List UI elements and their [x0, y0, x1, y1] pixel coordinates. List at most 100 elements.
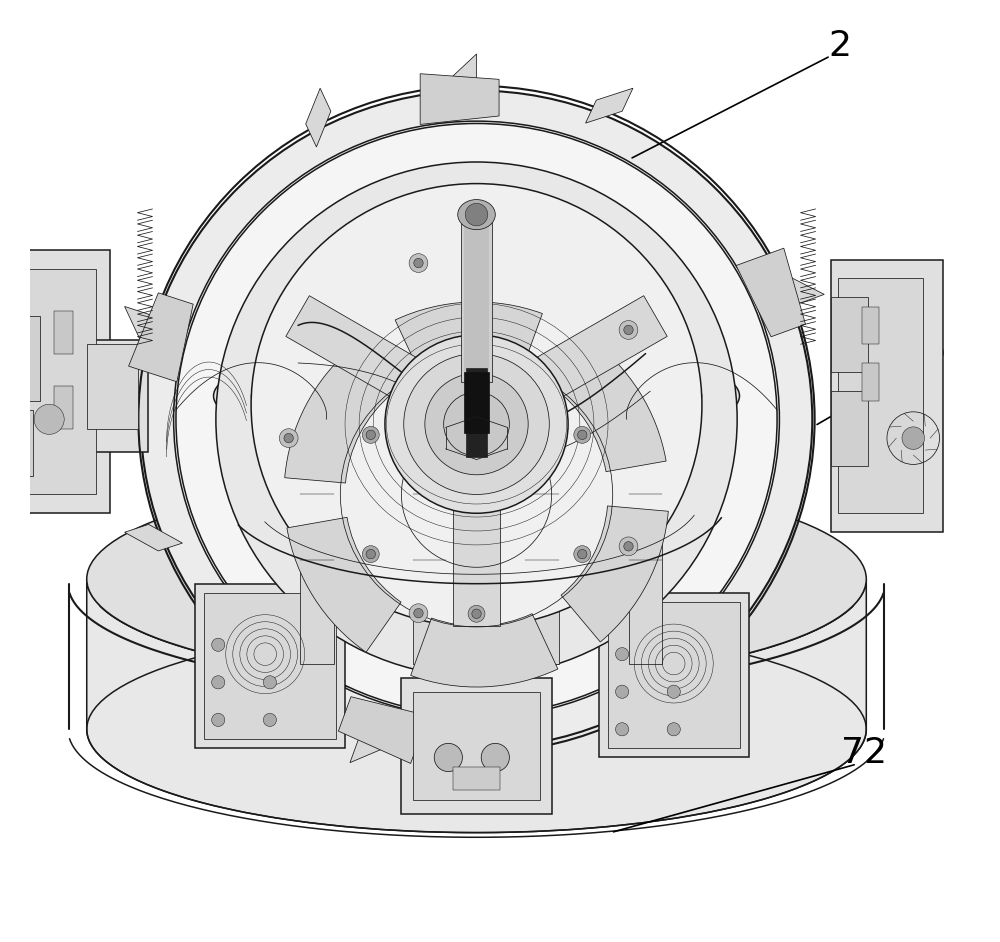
- Bar: [608, 603, 740, 748]
- Circle shape: [624, 542, 633, 551]
- Bar: [629, 495, 662, 663]
- Ellipse shape: [87, 476, 866, 682]
- Circle shape: [414, 609, 423, 618]
- Ellipse shape: [425, 373, 528, 475]
- Circle shape: [472, 370, 481, 380]
- Polygon shape: [350, 723, 394, 763]
- Circle shape: [284, 433, 293, 443]
- Bar: [0, 410, 33, 476]
- Bar: [54, 386, 73, 429]
- Circle shape: [468, 606, 485, 623]
- Bar: [204, 593, 336, 739]
- Circle shape: [34, 404, 64, 434]
- Circle shape: [366, 549, 375, 559]
- Circle shape: [212, 713, 225, 726]
- Wedge shape: [395, 302, 542, 375]
- Ellipse shape: [214, 339, 740, 452]
- Bar: [464, 372, 489, 433]
- Polygon shape: [497, 296, 667, 421]
- Bar: [862, 363, 879, 400]
- Ellipse shape: [251, 184, 702, 627]
- Text: 6: 6: [922, 333, 945, 367]
- Bar: [453, 767, 500, 790]
- Bar: [12, 269, 96, 495]
- Ellipse shape: [176, 123, 777, 715]
- Polygon shape: [586, 89, 633, 123]
- Circle shape: [414, 258, 423, 268]
- Circle shape: [409, 604, 428, 623]
- Bar: [0, 316, 40, 400]
- Polygon shape: [125, 306, 165, 349]
- Ellipse shape: [385, 334, 568, 513]
- Circle shape: [619, 537, 638, 556]
- Circle shape: [574, 427, 591, 444]
- Wedge shape: [552, 336, 666, 472]
- Bar: [87, 339, 148, 452]
- Circle shape: [472, 609, 481, 619]
- Circle shape: [481, 743, 509, 771]
- Circle shape: [409, 253, 428, 272]
- Circle shape: [578, 549, 587, 559]
- Ellipse shape: [404, 353, 549, 495]
- Ellipse shape: [141, 90, 812, 748]
- Bar: [401, 677, 552, 814]
- Bar: [525, 495, 559, 663]
- Polygon shape: [129, 293, 193, 382]
- Polygon shape: [698, 642, 719, 699]
- Circle shape: [362, 545, 379, 562]
- Ellipse shape: [216, 162, 737, 676]
- Bar: [54, 312, 73, 353]
- Circle shape: [212, 638, 225, 651]
- Polygon shape: [338, 697, 428, 763]
- Bar: [413, 495, 446, 663]
- Polygon shape: [286, 296, 456, 421]
- Bar: [599, 593, 749, 757]
- Bar: [862, 307, 879, 344]
- Bar: [195, 584, 345, 748]
- Bar: [300, 495, 334, 663]
- Polygon shape: [125, 525, 182, 551]
- Circle shape: [616, 647, 629, 660]
- Circle shape: [468, 366, 485, 383]
- Wedge shape: [287, 517, 401, 652]
- Circle shape: [667, 723, 680, 736]
- Ellipse shape: [444, 392, 509, 456]
- Circle shape: [263, 713, 276, 726]
- Text: 2: 2: [828, 29, 851, 63]
- Polygon shape: [736, 248, 805, 337]
- Polygon shape: [766, 277, 824, 303]
- Bar: [831, 298, 868, 372]
- Circle shape: [616, 685, 629, 698]
- Circle shape: [366, 430, 375, 440]
- Circle shape: [574, 545, 591, 562]
- Bar: [838, 279, 923, 513]
- Polygon shape: [453, 457, 500, 626]
- Bar: [464, 218, 489, 382]
- Wedge shape: [561, 506, 668, 642]
- Bar: [0, 251, 110, 513]
- Circle shape: [434, 743, 462, 771]
- Circle shape: [279, 429, 298, 447]
- Circle shape: [212, 675, 225, 689]
- Text: 72: 72: [841, 736, 887, 770]
- Polygon shape: [87, 579, 866, 833]
- Circle shape: [263, 675, 276, 689]
- Bar: [831, 391, 868, 466]
- Bar: [413, 691, 540, 800]
- Polygon shape: [448, 54, 477, 106]
- Bar: [831, 260, 943, 532]
- Circle shape: [902, 427, 925, 449]
- Circle shape: [624, 325, 633, 334]
- Circle shape: [616, 723, 629, 736]
- Bar: [461, 218, 492, 382]
- Circle shape: [465, 203, 488, 226]
- Circle shape: [578, 430, 587, 440]
- Polygon shape: [306, 89, 331, 147]
- Circle shape: [362, 427, 379, 444]
- Polygon shape: [420, 73, 499, 124]
- Circle shape: [667, 685, 680, 698]
- Wedge shape: [285, 347, 392, 483]
- Ellipse shape: [458, 200, 495, 230]
- Bar: [466, 367, 487, 457]
- Bar: [87, 344, 138, 429]
